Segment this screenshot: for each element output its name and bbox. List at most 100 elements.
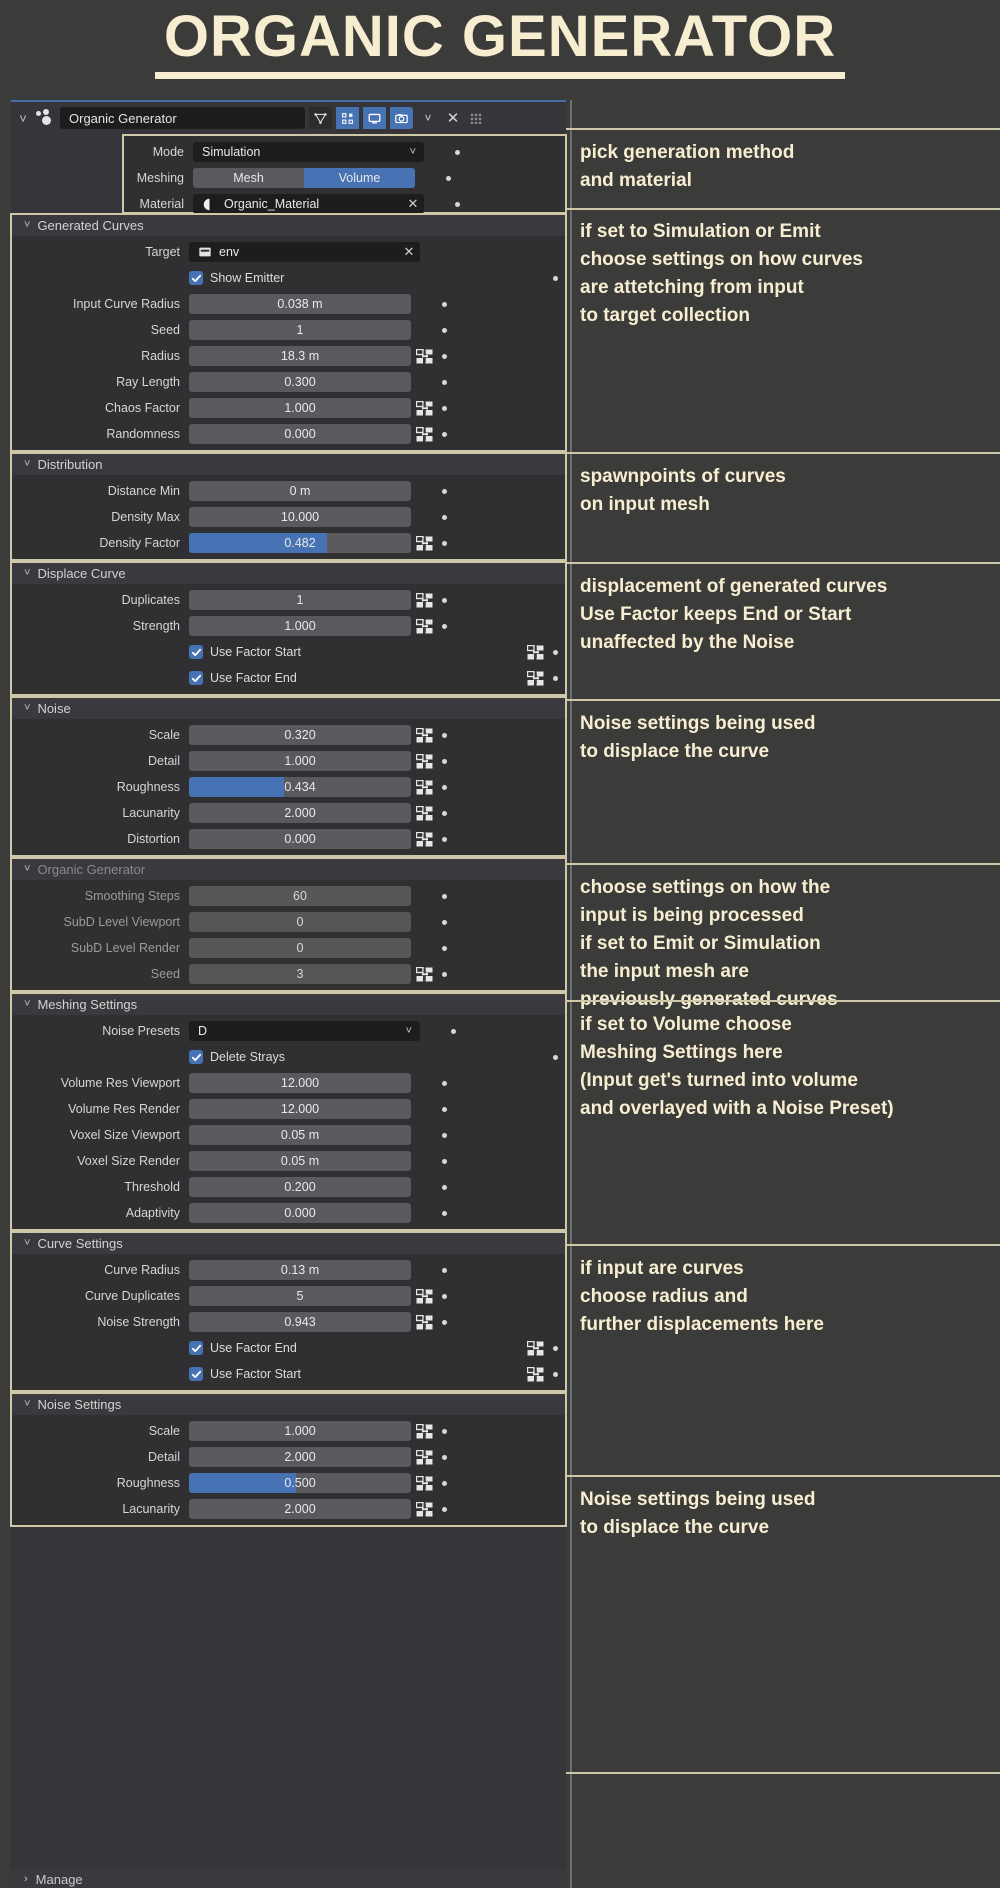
slider-field[interactable]: 0.482 [189, 533, 411, 553]
toggle-option-volume[interactable]: Volume [304, 168, 415, 188]
value-field[interactable]: 1.000 [189, 398, 411, 418]
node-input-icon[interactable] [416, 592, 433, 608]
checkbox[interactable] [189, 1367, 203, 1381]
animate-property-decorator[interactable] [544, 675, 566, 681]
value-field[interactable]: 1 [189, 320, 411, 340]
animate-property-decorator[interactable] [544, 275, 566, 281]
animate-property-decorator[interactable] [433, 1428, 455, 1434]
animate-property-decorator[interactable] [433, 758, 455, 764]
dropdown-field[interactable]: D ˅ [189, 1021, 420, 1041]
value-field[interactable]: 0.038 m [189, 294, 411, 314]
node-input-icon[interactable] [416, 1475, 433, 1491]
modifier-name-field[interactable]: Organic Generator [60, 107, 305, 129]
checkbox[interactable] [189, 645, 203, 659]
animate-property-decorator[interactable] [437, 175, 459, 181]
animate-property-decorator[interactable] [433, 1158, 455, 1164]
value-field[interactable]: 0.05 m [189, 1151, 411, 1171]
value-field[interactable]: 1 [189, 590, 411, 610]
checkbox[interactable] [189, 671, 203, 685]
value-field[interactable]: 3 [189, 964, 411, 984]
node-input-icon[interactable] [416, 1423, 433, 1439]
animate-property-decorator[interactable] [433, 405, 455, 411]
group-header[interactable]: ˅ Generated Curves [11, 214, 566, 236]
animate-property-decorator[interactable] [433, 1480, 455, 1486]
value-field[interactable]: 10.000 [189, 507, 411, 527]
animate-property-decorator[interactable] [433, 431, 455, 437]
value-field[interactable]: 12.000 [189, 1099, 411, 1119]
value-field[interactable]: 0.943 [189, 1312, 411, 1332]
value-field[interactable]: 0.13 m [189, 1260, 411, 1280]
value-field[interactable]: 0 [189, 912, 411, 932]
animate-property-decorator[interactable] [433, 488, 455, 494]
animate-property-decorator[interactable] [433, 1454, 455, 1460]
animate-property-decorator[interactable] [433, 836, 455, 842]
modifier-extras-dropdown[interactable]: ˅ [424, 111, 432, 125]
node-input-icon[interactable] [527, 1340, 544, 1356]
animate-property-decorator[interactable] [433, 1184, 455, 1190]
animate-property-decorator[interactable] [544, 1054, 566, 1060]
node-input-icon[interactable] [527, 670, 544, 686]
edit-mode-toggle-icon[interactable] [309, 107, 332, 129]
drag-grip-icon[interactable] [467, 107, 485, 129]
slider-field[interactable]: 0.500 [189, 1473, 411, 1493]
group-header[interactable]: ˅ Noise [11, 697, 566, 719]
animate-property-decorator[interactable] [433, 514, 455, 520]
clear-icon[interactable]: ✕ [403, 244, 415, 259]
animate-property-decorator[interactable] [433, 971, 455, 977]
node-input-icon[interactable] [416, 753, 433, 769]
close-icon[interactable]: ✕ [446, 110, 460, 127]
animate-property-decorator[interactable] [433, 301, 455, 307]
value-field[interactable]: 0 m [189, 481, 411, 501]
value-field[interactable]: 5 [189, 1286, 411, 1306]
node-input-icon[interactable] [416, 966, 433, 982]
value-field[interactable]: 0.05 m [189, 1125, 411, 1145]
animate-property-decorator[interactable] [433, 1319, 455, 1325]
node-input-icon[interactable] [416, 779, 433, 795]
realtime-toggle-icon[interactable] [336, 107, 359, 129]
animate-property-decorator[interactable] [446, 149, 468, 155]
animate-property-decorator[interactable] [433, 540, 455, 546]
node-input-icon[interactable] [416, 426, 433, 442]
value-field[interactable]: 60 [189, 886, 411, 906]
animate-property-decorator[interactable] [544, 1345, 566, 1351]
value-field[interactable]: 0.200 [189, 1177, 411, 1197]
animate-property-decorator[interactable] [433, 1132, 455, 1138]
group-header[interactable]: ˅ Organic Generator [11, 858, 566, 880]
animate-property-decorator[interactable] [544, 1371, 566, 1377]
value-field[interactable]: 0.000 [189, 1203, 411, 1223]
node-input-icon[interactable] [527, 644, 544, 660]
value-field[interactable]: 2.000 [189, 1447, 411, 1467]
animate-property-decorator[interactable] [433, 784, 455, 790]
value-field[interactable]: 0.320 [189, 725, 411, 745]
value-field[interactable]: 2.000 [189, 803, 411, 823]
node-input-icon[interactable] [416, 805, 433, 821]
animate-property-decorator[interactable] [433, 597, 455, 603]
value-field[interactable]: 0 [189, 938, 411, 958]
value-field[interactable]: 0.000 [189, 829, 411, 849]
animate-property-decorator[interactable] [433, 623, 455, 629]
render-toggle-icon[interactable] [390, 107, 413, 129]
id-reference-field[interactable]: env ✕ [189, 242, 420, 262]
checkbox[interactable] [189, 1341, 203, 1355]
group-header[interactable]: ˅ Noise Settings [11, 1393, 566, 1415]
group-header[interactable]: ˅ Displace Curve [11, 562, 566, 584]
toggle-option-mesh[interactable]: Mesh [193, 168, 304, 188]
node-input-icon[interactable] [527, 1366, 544, 1382]
animate-property-decorator[interactable] [433, 327, 455, 333]
dropdown-field[interactable]: Simulation ˅ [193, 142, 424, 162]
animate-property-decorator[interactable] [433, 893, 455, 899]
checkbox[interactable] [189, 271, 203, 285]
animate-property-decorator[interactable] [433, 1080, 455, 1086]
animate-property-decorator[interactable] [433, 1506, 455, 1512]
value-field[interactable]: 1.000 [189, 616, 411, 636]
animate-property-decorator[interactable] [442, 1028, 464, 1034]
animate-property-decorator[interactable] [446, 201, 468, 207]
animate-property-decorator[interactable] [433, 810, 455, 816]
animate-property-decorator[interactable] [433, 1267, 455, 1273]
node-input-icon[interactable] [416, 1449, 433, 1465]
animate-property-decorator[interactable] [433, 919, 455, 925]
id-reference-field[interactable]: Organic_Material ✕ [193, 194, 424, 214]
group-header[interactable]: ˅ Distribution [11, 453, 566, 475]
animate-property-decorator[interactable] [433, 945, 455, 951]
group-header[interactable]: ˅ Curve Settings [11, 1232, 566, 1254]
